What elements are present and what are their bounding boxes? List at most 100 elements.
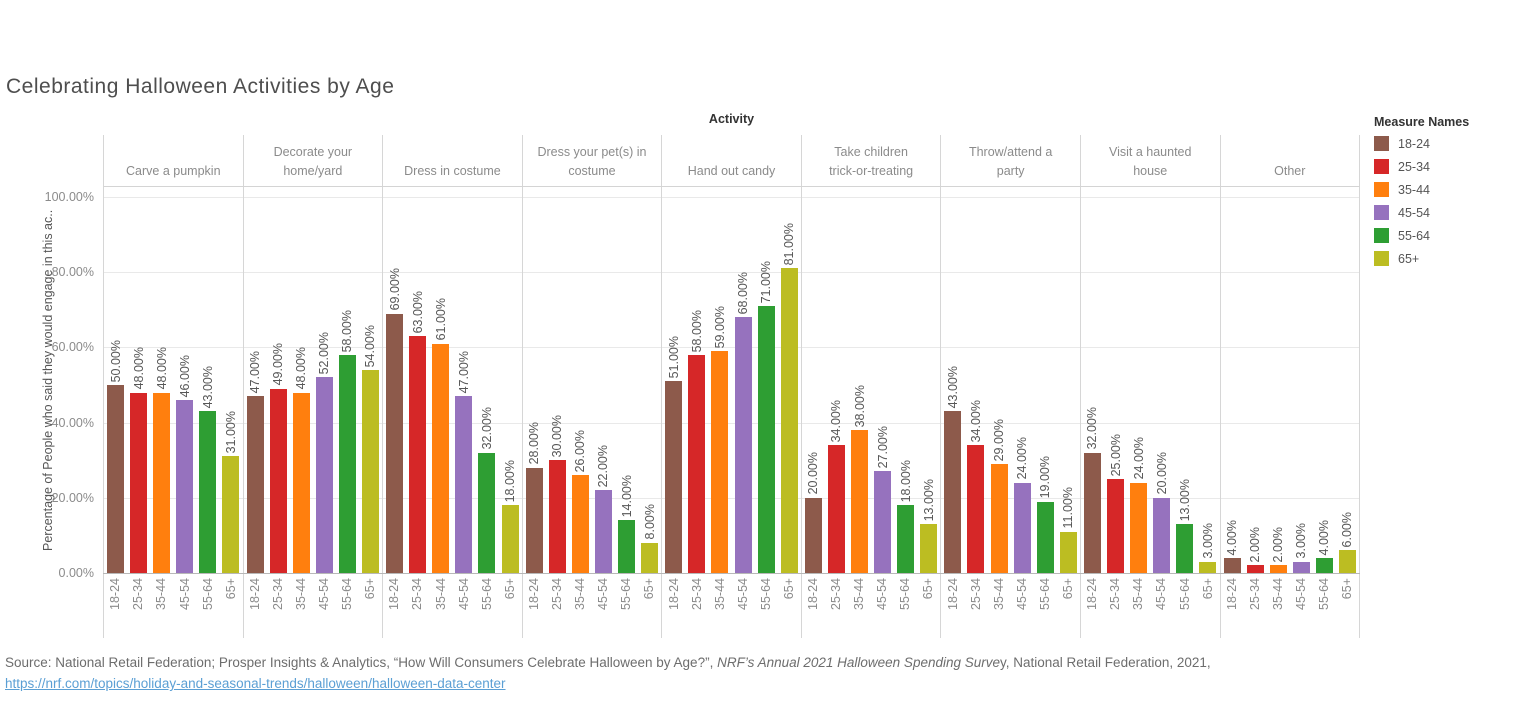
- bar[interactable]: 20.00%: [804, 452, 822, 573]
- age-tick-label: 18-24: [1224, 578, 1239, 610]
- bar[interactable]: 51.00%: [665, 336, 683, 573]
- age-tick-label: 25-34: [410, 578, 425, 610]
- bar[interactable]: 28.00%: [525, 422, 543, 573]
- bar[interactable]: 69.00%: [386, 268, 404, 573]
- bar[interactable]: 27.00%: [874, 426, 892, 573]
- bar[interactable]: 6.00%: [1338, 512, 1356, 573]
- bar[interactable]: 58.00%: [688, 310, 706, 573]
- legend-item-35-44[interactable]: 35-44: [1374, 182, 1469, 197]
- legend-item-55-64[interactable]: 55-64: [1374, 228, 1469, 243]
- bar-slot: 18.00%: [894, 187, 917, 573]
- tick-slot: 18-24: [104, 574, 127, 638]
- bar[interactable]: 48.00%: [153, 347, 171, 573]
- age-tick-label: 25-34: [550, 578, 565, 610]
- bar[interactable]: 24.00%: [1130, 437, 1148, 573]
- y-tick-label: 0.00%: [58, 566, 94, 580]
- bar[interactable]: 52.00%: [315, 332, 333, 573]
- legend-item-45-54[interactable]: 45-54: [1374, 205, 1469, 220]
- age-tick-label: 35-44: [1131, 578, 1146, 610]
- legend-item-25-34[interactable]: 25-34: [1374, 159, 1469, 174]
- bar[interactable]: 32.00%: [478, 407, 496, 573]
- bar[interactable]: 31.00%: [222, 411, 240, 573]
- bar-value-label: 63.00%: [410, 290, 425, 334]
- bar[interactable]: 2.00%: [1269, 527, 1287, 573]
- bar-value-label: 14.00%: [619, 474, 634, 518]
- bar[interactable]: 13.00%: [1176, 479, 1194, 573]
- legend-item-18-24[interactable]: 18-24: [1374, 136, 1469, 151]
- bar-value-label: 32.00%: [1085, 407, 1100, 450]
- bar[interactable]: 48.00%: [130, 347, 148, 573]
- bar[interactable]: 11.00%: [1059, 487, 1077, 573]
- bar-value-label: 3.00%: [1200, 523, 1215, 559]
- bar[interactable]: 61.00%: [432, 298, 450, 573]
- bar[interactable]: 20.00%: [1153, 452, 1171, 573]
- tick-slot: 55-64: [615, 574, 638, 638]
- bar[interactable]: 4.00%: [1223, 520, 1241, 573]
- source-link[interactable]: https://nrf.com/topics/holiday-and-seaso…: [5, 676, 506, 691]
- bar[interactable]: 3.00%: [1199, 523, 1217, 573]
- bar-slot: 52.00%: [313, 187, 336, 573]
- bar[interactable]: 38.00%: [851, 385, 868, 573]
- bar[interactable]: 4.00%: [1315, 520, 1333, 573]
- bar[interactable]: 34.00%: [827, 400, 845, 573]
- bar-value-label: 27.00%: [875, 426, 890, 469]
- tick-slot: 18-24: [1081, 574, 1104, 638]
- bar[interactable]: 18.00%: [897, 460, 915, 573]
- bar[interactable]: 50.00%: [107, 340, 125, 573]
- bar-slot: 54.00%: [359, 187, 382, 573]
- source-note: Source: National Retail Federation; Pros…: [5, 652, 1211, 694]
- bar-value-label: 61.00%: [433, 298, 448, 341]
- bar-slot: 2.00%: [1267, 187, 1290, 573]
- bar[interactable]: 47.00%: [455, 351, 473, 573]
- bar-value-label: 29.00%: [991, 418, 1006, 461]
- tick-slot: 55-64: [1173, 574, 1196, 638]
- bar-value-label: 51.00%: [666, 335, 681, 379]
- bar[interactable]: 8.00%: [641, 504, 659, 573]
- bar[interactable]: 2.00%: [1246, 527, 1264, 573]
- bar[interactable]: 29.00%: [990, 419, 1008, 573]
- bar[interactable]: 68.00%: [734, 272, 752, 573]
- bar[interactable]: 19.00%: [1036, 456, 1054, 573]
- bar[interactable]: 54.00%: [361, 325, 379, 573]
- bar[interactable]: 49.00%: [269, 343, 287, 573]
- bar[interactable]: 24.00%: [1013, 437, 1031, 573]
- bar[interactable]: 14.00%: [618, 475, 636, 573]
- age-tick-label: 18-24: [247, 578, 262, 610]
- bar[interactable]: 43.00%: [944, 366, 962, 573]
- legend-swatch-icon: [1374, 182, 1389, 197]
- activity-header: Visit a haunted house: [1081, 135, 1221, 186]
- bar-value-label: 13.00%: [921, 478, 936, 522]
- bar[interactable]: 30.00%: [548, 415, 566, 573]
- bar-slot: 71.00%: [755, 187, 778, 573]
- bar[interactable]: 22.00%: [594, 445, 612, 573]
- age-tick-label: 35-44: [1270, 578, 1285, 610]
- bar[interactable]: 46.00%: [176, 355, 194, 573]
- legend-item-65+[interactable]: 65+: [1374, 251, 1469, 266]
- legend-label: 18-24: [1398, 136, 1430, 151]
- bar[interactable]: 47.00%: [246, 351, 264, 573]
- bar[interactable]: 34.00%: [967, 400, 985, 573]
- bar-value-label: 19.00%: [1037, 456, 1052, 499]
- bar-value-label: 28.00%: [526, 422, 541, 465]
- bar[interactable]: 18.00%: [501, 460, 519, 573]
- bar[interactable]: 59.00%: [711, 306, 729, 573]
- tick-slot: 45-54: [731, 574, 754, 638]
- bar[interactable]: 13.00%: [920, 479, 938, 573]
- tick-slot: 35-44: [429, 574, 452, 638]
- bar[interactable]: 26.00%: [571, 430, 589, 573]
- activity-header: Other: [1221, 135, 1361, 186]
- bar[interactable]: 48.00%: [292, 347, 310, 573]
- bar[interactable]: 71.00%: [757, 261, 775, 573]
- bar[interactable]: 63.00%: [409, 291, 427, 573]
- bar[interactable]: 43.00%: [199, 366, 217, 573]
- legend-label: 45-54: [1398, 205, 1430, 220]
- age-tick-label: 55-64: [898, 578, 913, 610]
- bar[interactable]: 25.00%: [1107, 434, 1125, 573]
- bar[interactable]: 3.00%: [1292, 523, 1310, 573]
- tick-slot: 35-44: [848, 574, 871, 638]
- age-tick-label: 55-64: [1037, 578, 1052, 610]
- bar[interactable]: 81.00%: [780, 223, 798, 573]
- bar[interactable]: 58.00%: [338, 310, 356, 573]
- bar[interactable]: 32.00%: [1083, 407, 1101, 573]
- bar-slot: 14.00%: [615, 187, 638, 573]
